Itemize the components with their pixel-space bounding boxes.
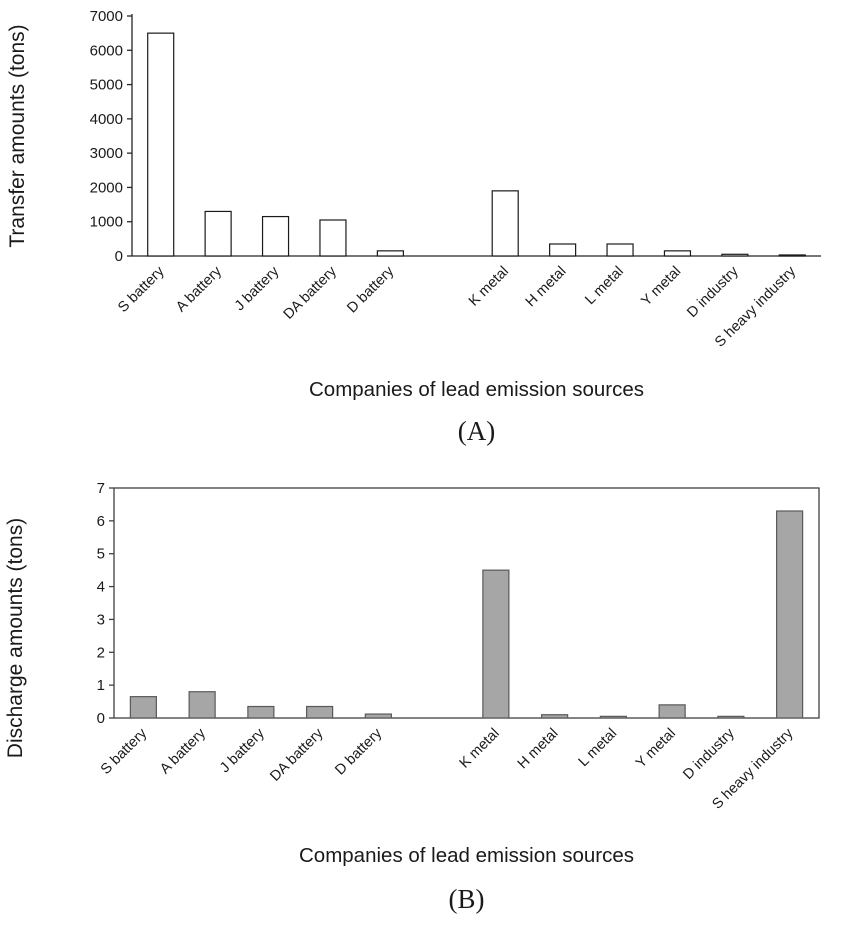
x-axis-title: Companies of lead emission sources [299, 844, 634, 867]
bar-s-heavy-industry [776, 510, 804, 719]
bar-a-battery [204, 210, 232, 257]
x-category-label: S battery [115, 263, 168, 316]
x-category-label: D industry [684, 263, 742, 321]
y-tick-label: 6000 [90, 42, 123, 59]
x-category-label: D industry [680, 725, 738, 783]
bar-a-battery [188, 691, 216, 719]
bar-s-battery [129, 696, 157, 719]
x-category-label: D battery [344, 263, 397, 316]
bar-da-battery [306, 705, 334, 719]
x-category-label: K metal [457, 726, 503, 772]
x-category-label: K metal [466, 264, 512, 310]
y-axis-label: Discharge amounts (tons) [4, 518, 27, 758]
y-tick-label: 1000 [90, 214, 123, 231]
y-tick-label: 7000 [90, 8, 123, 25]
x-category-label: Y metal [638, 264, 684, 310]
bar-s-heavy-industry [778, 254, 806, 257]
chart-a: 0 1000 2000 3000 4000 5000 6000 7000 S battery A … [0, 0, 843, 462]
bar-h-metal [549, 243, 577, 257]
x-category-label: Y metal [633, 726, 679, 772]
bar-d-industry [717, 715, 745, 719]
x-category-label: H metal [523, 264, 570, 311]
x-axis-title: Companies of lead emission sources [309, 378, 644, 401]
bar-k-metal [491, 190, 519, 257]
chart-b: 0 1 2 3 4 5 6 7 S battery A battery J battery DA ba… [0, 462, 843, 933]
bar-d-industry [721, 253, 749, 257]
plot-frame [113, 487, 820, 719]
bar-da-battery [319, 219, 347, 257]
x-category-label: J battery [232, 263, 283, 314]
y-tick-label: 2 [97, 644, 105, 661]
x-category-label: L metal [582, 264, 627, 309]
x-category-label: J battery [217, 725, 268, 776]
y-tick-label: 0 [115, 248, 123, 265]
bar-s-battery [147, 32, 175, 257]
x-category-label: S battery [98, 725, 151, 778]
y-tick-label: 4 [97, 579, 105, 596]
chart-b-canvas: 0 1 2 3 4 5 6 7 S battery A battery J battery DA ba… [4, 480, 820, 914]
y-tick-label: 7 [97, 480, 105, 497]
y-axis-label: Transfer amounts (tons) [6, 24, 29, 247]
x-category-label: H metal [515, 726, 562, 773]
x-category-label: DA battery [281, 263, 341, 323]
bar-l-metal [599, 715, 627, 719]
bar-y-metal [663, 250, 692, 257]
y-tick-label: 5000 [90, 77, 123, 94]
x-category-label: L metal [576, 726, 621, 771]
bar-d-battery [364, 713, 392, 719]
chart-caption: (A) [458, 416, 495, 446]
x-category-label: A battery [173, 263, 225, 315]
y-tick-label: 1 [97, 677, 105, 694]
chart-a-canvas: 0 1000 2000 3000 4000 5000 6000 7000 S battery A … [6, 8, 821, 446]
y-tick-label: 3 [97, 611, 105, 628]
x-category-label: DA battery [267, 725, 327, 785]
y-tick-label: 2000 [90, 179, 123, 196]
y-tick-label: 4000 [90, 111, 123, 128]
bar-y-metal [658, 704, 686, 719]
bar-k-metal [482, 569, 510, 719]
bar-j-battery [247, 705, 275, 719]
chart-caption: (B) [449, 884, 485, 914]
bar-d-battery [376, 250, 404, 257]
y-tick-label: 3000 [90, 145, 123, 162]
y-tick-label: 5 [97, 546, 105, 563]
bar-j-battery [261, 215, 290, 257]
x-category-label: A battery [157, 725, 209, 777]
y-tick-label: 0 [97, 710, 105, 727]
x-category-label: D battery [332, 725, 385, 778]
bar-l-metal [606, 243, 634, 257]
y-tick-label: 6 [97, 513, 105, 530]
bar-h-metal [541, 714, 569, 719]
